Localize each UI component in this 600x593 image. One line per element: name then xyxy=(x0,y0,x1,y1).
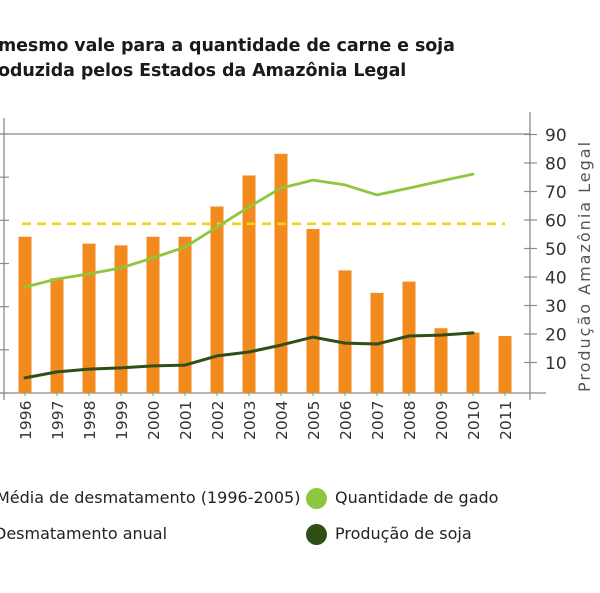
tick-labels: 10 20 30 40 50 60 70 80 90 1996 1997 1998 1999 2000 20… xyxy=(17,126,594,440)
legend-cattle-label: Quantidade de gado xyxy=(335,488,499,507)
right-tick-label: 50 xyxy=(545,240,567,260)
bar-2011 xyxy=(498,336,512,393)
x-tick-label: 2001 xyxy=(177,401,195,440)
line-series-group xyxy=(23,172,475,380)
right-tick-label: 20 xyxy=(545,326,567,346)
bar-2001 xyxy=(178,236,192,393)
legend-annual-label: Desmatamento anual xyxy=(0,524,168,543)
x-tick-label: 2000 xyxy=(145,401,163,440)
right-tick-label: 30 xyxy=(545,297,567,317)
right-tick-label: 10 xyxy=(545,354,567,374)
legend-annual: Desmatamento anual xyxy=(0,524,167,543)
x-tick-label: 2004 xyxy=(273,401,291,440)
legend-cattle: Quantidade de gado xyxy=(335,488,498,507)
legend-soy-label: Produção de soja xyxy=(335,524,472,543)
soy-line xyxy=(23,331,475,380)
bar-1996 xyxy=(18,236,32,393)
x-tick-label: 1999 xyxy=(113,401,131,440)
x-tick-label: 2002 xyxy=(209,401,227,440)
legend-cattle-dot-icon xyxy=(306,488,327,509)
legend-soy: Produção de soja xyxy=(335,524,472,543)
bar-2005 xyxy=(306,228,320,393)
x-tick-label: 2007 xyxy=(369,401,387,440)
chart-title: mesmo vale para a quantidade de carne e … xyxy=(0,34,455,84)
bar-2002 xyxy=(210,206,224,393)
x-tick-label: 1998 xyxy=(81,401,99,440)
title-line-2: oduzida pelos Estados da Amazônia Legal xyxy=(0,61,407,81)
legend-soy-dot-icon xyxy=(306,524,327,545)
x-tick-label: 2006 xyxy=(337,401,355,440)
x-tick-label: 1996 xyxy=(17,401,35,440)
legend-avg-label: Média de desmatamento (1996-2005) xyxy=(0,488,301,507)
x-tick-label: 2010 xyxy=(465,401,483,440)
bar-2004 xyxy=(274,153,288,393)
bar-1997 xyxy=(50,278,64,393)
bar-2006 xyxy=(338,270,352,393)
right-tick-label: 80 xyxy=(545,155,567,175)
x-tick-label: 1997 xyxy=(49,401,67,440)
bar-1998 xyxy=(82,243,96,393)
x-tick-label: 2003 xyxy=(241,401,259,440)
x-tick-label: 2009 xyxy=(433,401,451,440)
right-tick-label: 60 xyxy=(545,212,567,232)
right-tick-label: 40 xyxy=(545,269,567,289)
bar-2003 xyxy=(242,175,256,393)
bar-series-desmatamento-anual xyxy=(18,153,512,393)
x-tick-label: 2005 xyxy=(305,401,323,440)
right-axis-label: Produção Amazônia Legal xyxy=(575,140,594,392)
bar-2010 xyxy=(466,332,480,393)
axes xyxy=(0,112,546,400)
legend-avg: Média de desmatamento (1996-2005) xyxy=(0,488,300,507)
x-tick-label: 2008 xyxy=(401,401,419,440)
right-tick-label: 70 xyxy=(545,183,567,203)
right-tick-label: 90 xyxy=(545,126,567,146)
bar-2000 xyxy=(146,236,160,393)
title-line-1: mesmo vale para a quantidade de carne e … xyxy=(0,36,455,56)
bar-1999 xyxy=(114,245,128,393)
x-tick-label: 2011 xyxy=(497,401,515,440)
bar-2009 xyxy=(434,328,448,393)
